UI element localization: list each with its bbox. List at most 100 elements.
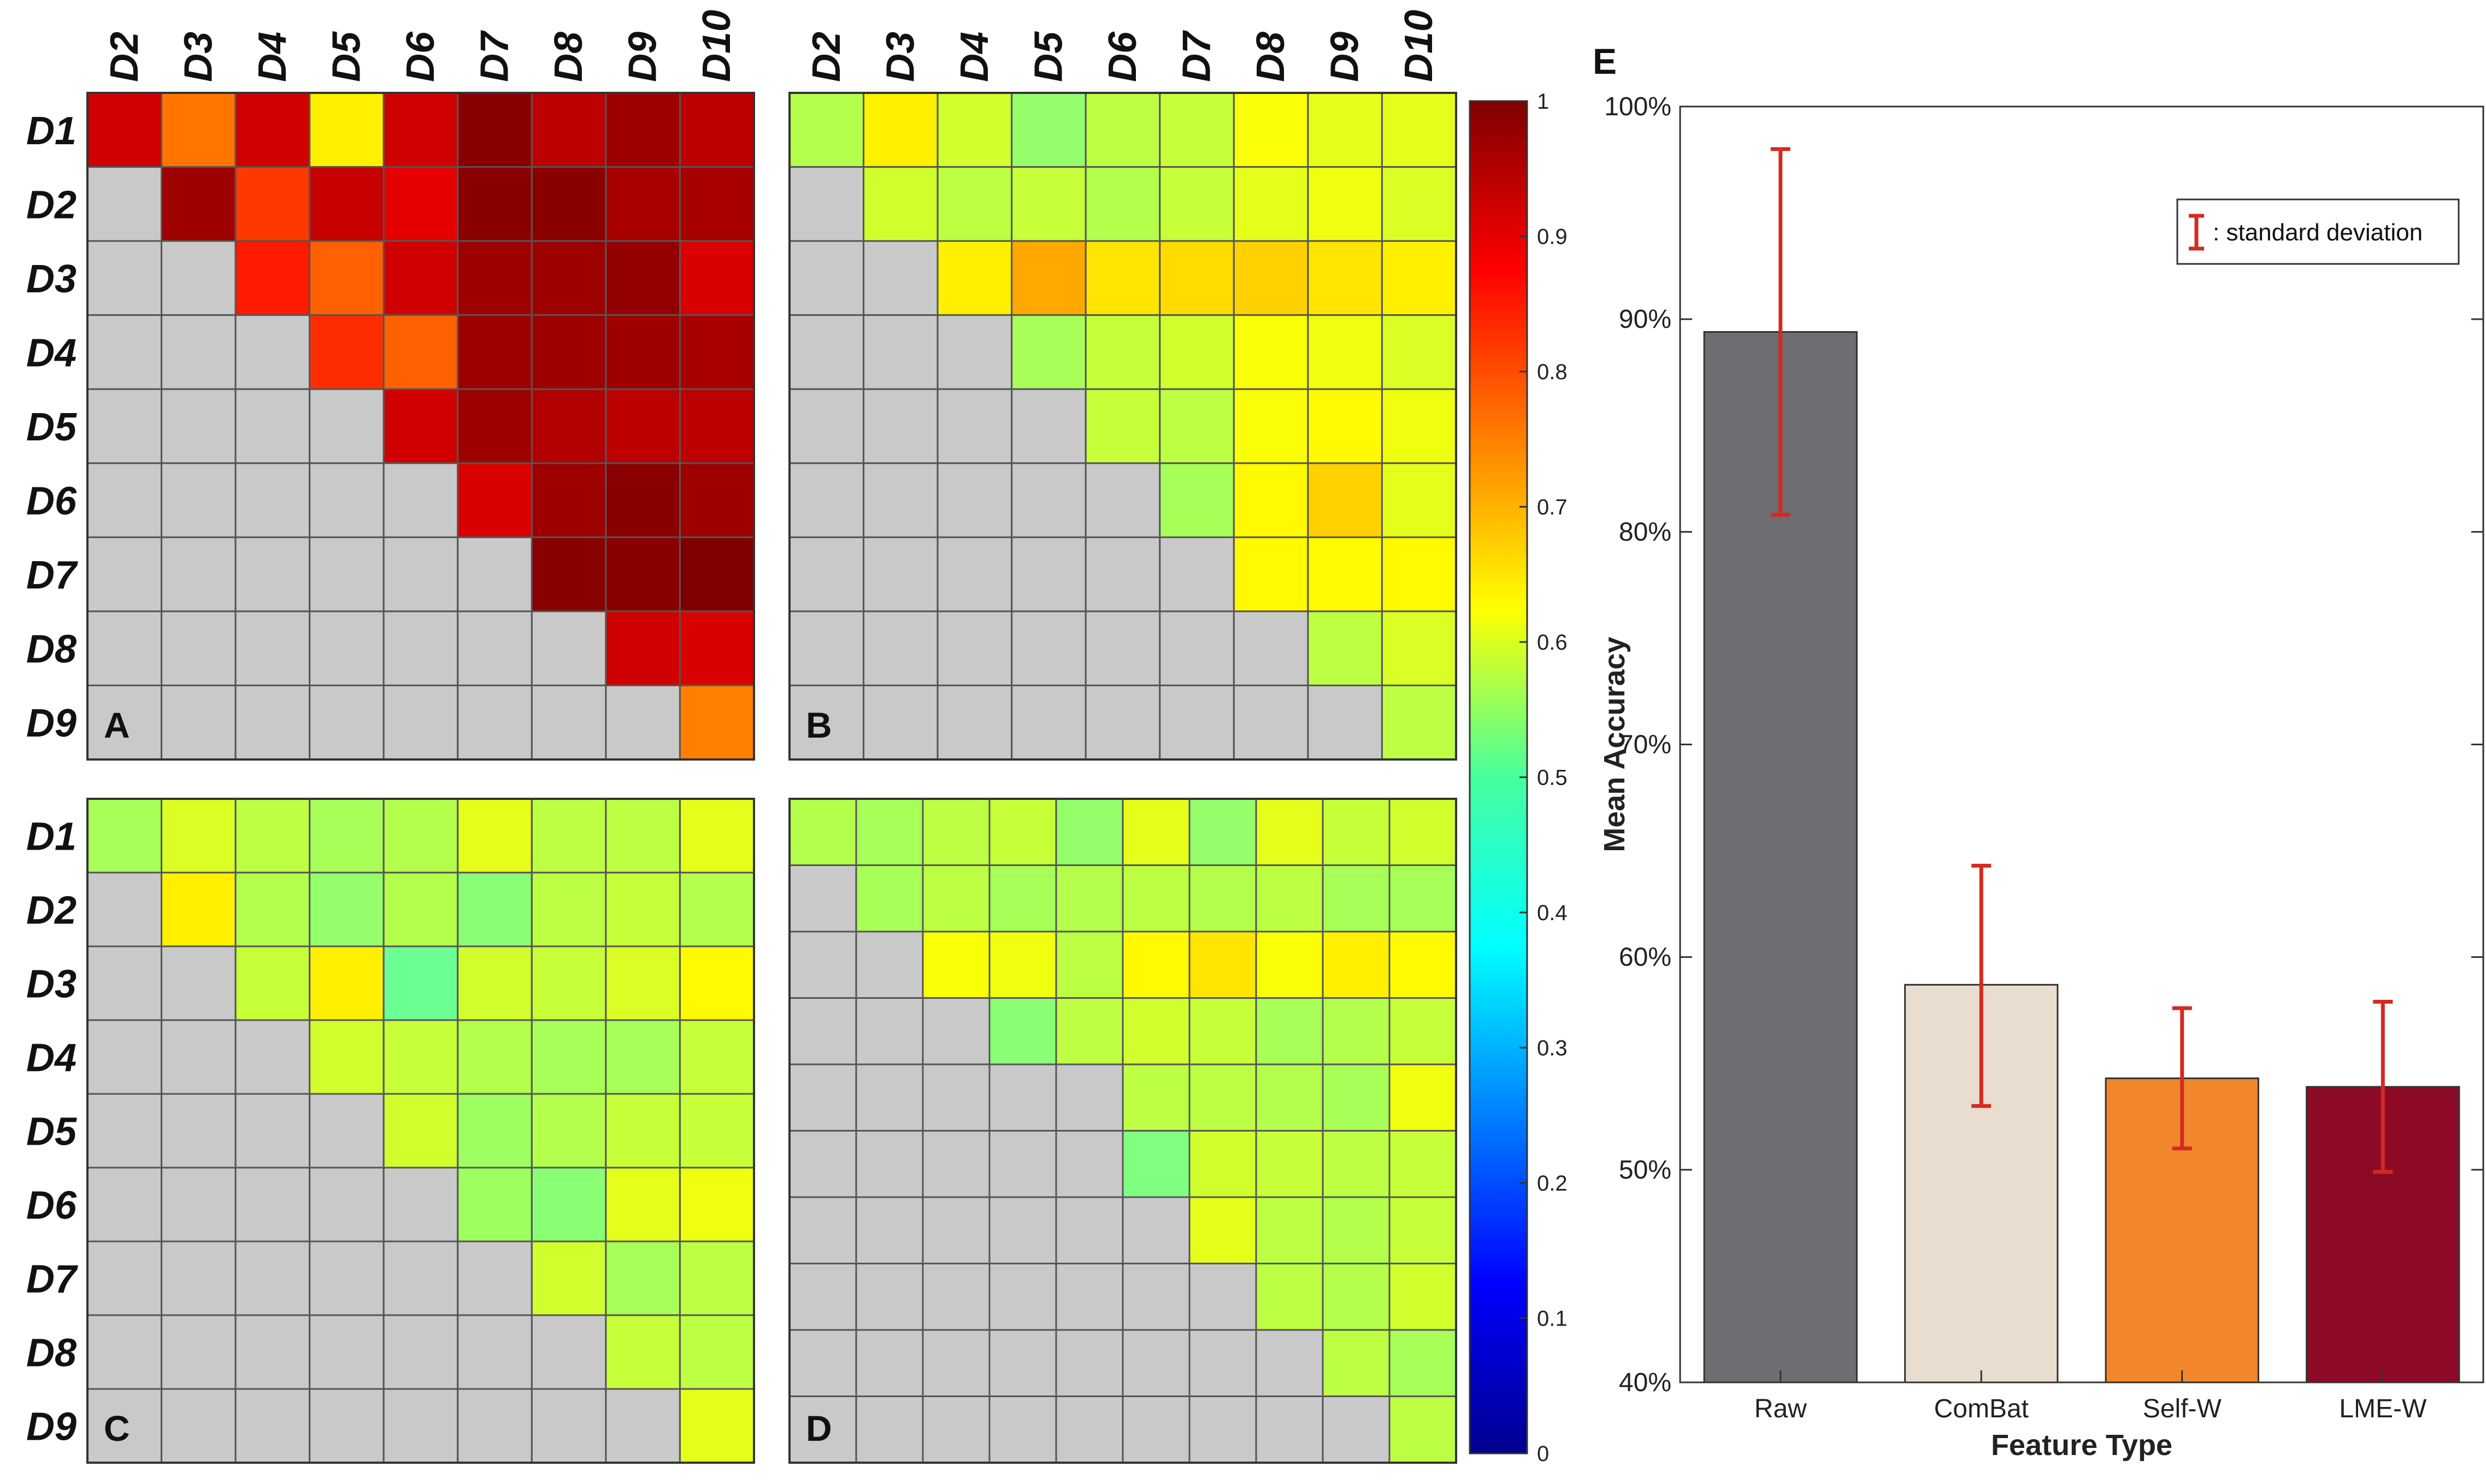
heatmap-cell [1322,1130,1391,1198]
heatmap-cell [531,166,607,242]
heatmap-cell [382,166,459,242]
heatmap-cell [855,1196,924,1264]
heatmap-cell [936,240,1013,316]
heatmap-cell [1011,610,1087,686]
heatmap-cell [382,240,459,316]
heatmap-cell [679,798,755,874]
heatmap-cell [1055,1130,1124,1198]
colorbar-tick-label: 0.9 [1537,225,1568,249]
column-label: D8 [547,32,591,82]
colorbar-tick-label: 0.1 [1537,1307,1568,1331]
heatmap-cell [863,314,939,390]
heatmap-cell [457,871,533,947]
heatmap-frame [788,798,1457,1464]
heatmap-cell [161,314,237,390]
heatmap-cell [679,536,755,613]
heatmap-cell [161,1388,237,1464]
heatmap-cell [1085,314,1161,390]
heatmap-cell [531,314,607,390]
heatmap-cell [922,1196,991,1264]
heatmap-cell [605,314,681,390]
heatmap-cell [531,1019,607,1095]
heatmap-cell [605,1388,681,1464]
column-label: D2 [805,32,849,82]
heatmap-cell [1381,240,1457,316]
heatmap-cell [1122,997,1191,1065]
colorbar-tick-label: 0.8 [1537,360,1568,384]
heatmap-cell [234,1314,311,1390]
heatmap-cell [1322,1329,1391,1397]
heatmap-cell [457,798,533,874]
heatmap-cell [1085,536,1161,613]
heatmap-cell [161,388,237,464]
heatmap-cell [788,536,865,613]
heatmap-cell [1307,684,1383,761]
heatmap-cell [1233,536,1309,613]
heatmap-cell [309,1167,385,1242]
heatmap-cell [531,1167,607,1242]
heatmap-cell [1011,462,1087,538]
heatmap-cell [86,1167,163,1242]
heatmap-cell [855,798,924,866]
heatmap-cell [1388,1395,1457,1464]
heatmap-cell [1055,997,1124,1065]
heatmap-cell [922,798,991,866]
heatmap-cell [788,1130,857,1198]
heatmap-cell [1388,1130,1457,1198]
heatmap-cell [1233,166,1309,242]
heatmap-cell [1307,388,1383,464]
heatmap-cell [309,610,385,686]
heatmap-cell [605,240,681,316]
colorbar: 0 0.1 0.2 0.3 0.4 0.5 0.6 0.7 0.8 0.9 1 [1469,90,1568,1466]
heatmap-cell [1381,166,1457,242]
heatmap-cell [309,1093,385,1169]
heatmap-cell [1307,462,1383,538]
heatmap-cell [679,92,755,168]
heatmap-cell [1381,610,1457,686]
heatmap-cell [1055,864,1124,933]
y-tick-label: 70% [1619,731,1671,759]
heatmap-cell [86,945,163,1021]
heatmap-cell [788,798,857,866]
heatmap-cell [605,388,681,464]
heatmap-cell [457,388,533,464]
heatmap-cell [457,1167,533,1242]
colorbar-tick-label: 1 [1537,90,1549,114]
heatmap-cell [1085,388,1161,464]
heatmap-cell [309,684,385,761]
heatmap-cell [86,1240,163,1316]
heatmap-panel-a: D1 D2 D3 D4 D5 D6 D7 D8 D9 D2 D3 D4 D5 D6 D7 D8 D9 D10 A [26,10,755,761]
heatmap-cell [1233,92,1309,168]
heatmap-cell [531,1240,607,1316]
heatmap-cell [988,1196,1057,1264]
heatmap-cell [1322,1196,1391,1264]
heatmap-cell [788,684,865,761]
heatmap-cell [309,92,385,168]
column-label: D10 [695,10,739,82]
row-label: D8 [26,1332,76,1375]
heatmap-cell [855,1329,924,1397]
heatmap-cell [1255,1263,1324,1331]
heatmap-cell [679,610,755,686]
heatmap-cell [309,166,385,242]
heatmap-cell [679,945,755,1021]
heatmap-cell [457,1093,533,1169]
column-label: D7 [1175,30,1219,82]
heatmap-cell [234,1019,311,1095]
heatmap-cell [988,997,1057,1065]
heatmap-cell [855,931,924,999]
heatmap-cell [531,92,607,168]
heatmap-cell [1381,92,1457,168]
heatmap-cell [86,1019,163,1095]
heatmap-cell [1159,462,1235,538]
heatmap-frame [788,92,1457,761]
heatmap-cell [1322,931,1391,999]
heatmap-cell [86,166,163,242]
heatmap-cell [234,610,311,686]
heatmap-cell [988,1063,1057,1132]
heatmap-cell [1307,166,1383,242]
heatmap-cell [936,166,1013,242]
heatmap-cell [382,1019,459,1095]
heatmap-cell [1159,684,1235,761]
row-label: D9 [26,702,76,745]
